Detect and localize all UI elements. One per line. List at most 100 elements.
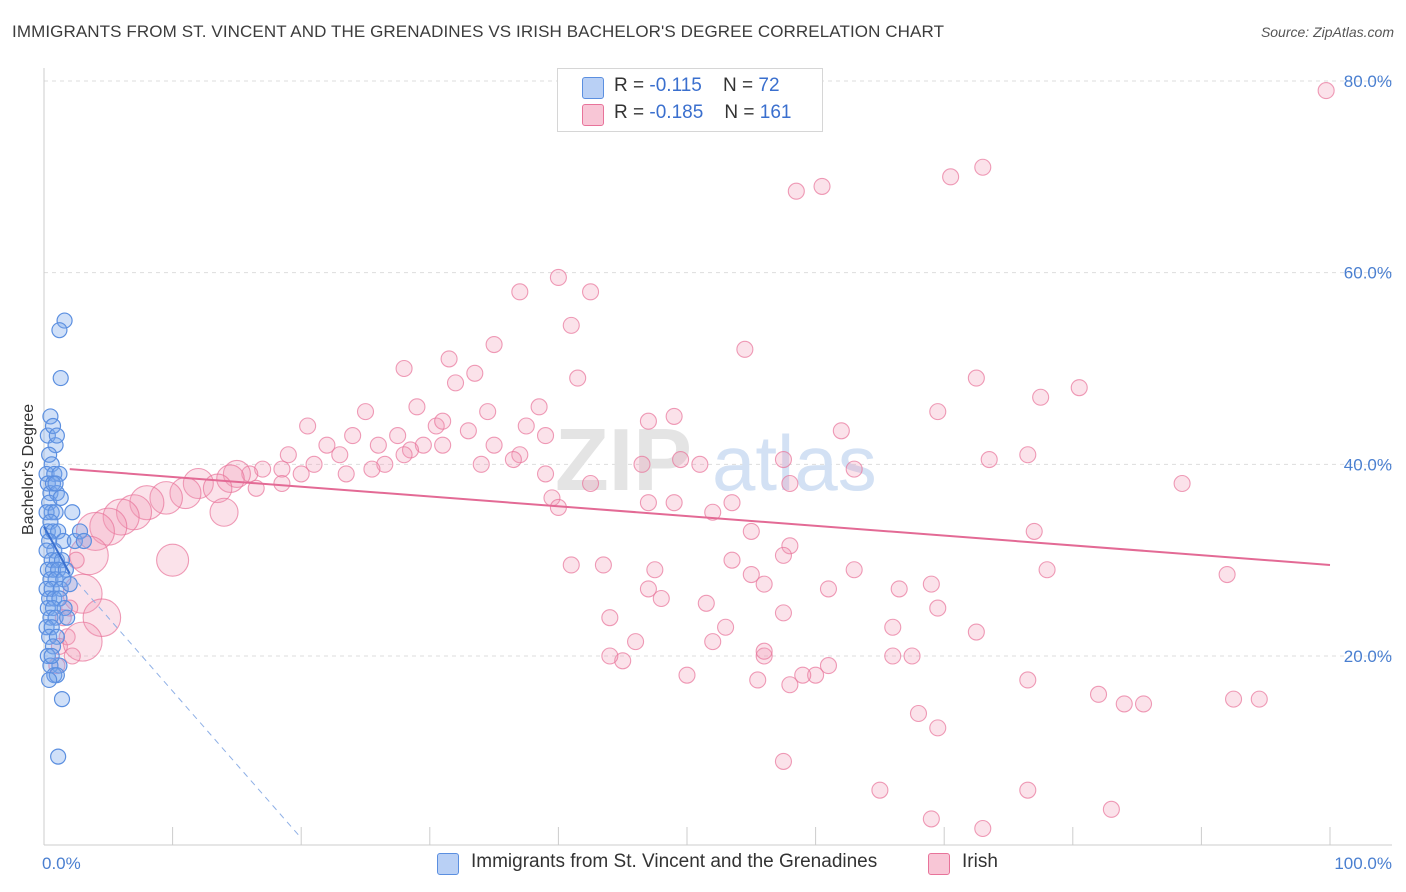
irish-point [337,465,355,483]
irish-point [1038,561,1056,579]
irish-point [369,436,387,454]
irish-point [697,594,715,612]
immigrant-point [38,619,55,636]
irish-point [601,609,619,627]
irish-point [504,450,522,469]
irish-point [1225,690,1243,708]
irish-point [633,455,651,473]
immigrant-point [52,489,69,506]
irish-point [646,561,664,579]
immigrant-point [41,446,58,463]
irish-point [929,599,947,617]
irish-point [536,427,555,445]
irish-point [549,268,567,287]
irish-point [279,446,297,464]
irish-point [594,556,612,574]
irish-point [723,551,741,569]
irish-point [736,340,754,358]
trend-lines [43,468,1331,839]
irish-point [414,436,432,454]
irish-point [485,436,503,454]
source-credit[interactable]: Source: ZipAtlas.com [1260,24,1394,40]
irish-point [318,436,336,454]
grid-lines [44,80,1392,657]
irish-point [459,422,477,440]
y-tick-label: 40.0% [1344,455,1392,474]
immigrant-trend-line [43,526,71,575]
chart-title: IMMIGRANTS FROM ST. VINCENT AND THE GREN… [12,22,945,41]
irish-point [75,511,115,551]
immigrant-point [42,408,59,425]
irish-point [1019,446,1037,464]
irish-point [156,543,190,577]
irish-point [903,647,921,665]
irish-point [1070,379,1088,397]
irish-point [581,474,600,493]
irish-point [774,752,793,770]
irish-point [974,158,992,176]
irish-point [639,412,657,430]
irish-point [639,580,657,598]
irish-point [344,427,362,445]
irish-point [781,474,799,493]
irish-point [967,369,985,387]
irish-point [1019,671,1037,689]
irish-point [511,283,529,301]
irish-point [517,417,535,435]
legend-r-value: -0.115 [649,75,702,96]
irish-point [536,465,555,483]
irish-point [61,599,79,617]
legend-swatch-blue [582,77,604,99]
immigrant-point [44,599,62,617]
irish-point [1250,690,1268,708]
irish-point [479,403,497,421]
legend-n-label: N = [724,102,755,123]
irish-point [672,450,690,469]
axes [43,68,1392,846]
irish-point [1019,781,1037,799]
irish-point [1102,800,1120,818]
irish-point [1134,695,1153,713]
irish-point [292,465,310,483]
immigrant-point [48,667,65,684]
irish-point [819,580,838,598]
irish-point [485,335,503,354]
immigrant-point [53,691,71,708]
irish-point [967,623,985,641]
irish-point [845,460,863,478]
irish-point [781,676,799,694]
irish-point [787,182,805,200]
irish-point [305,455,323,473]
irish-point [922,810,940,828]
x-tick-label: 100.0% [1334,854,1392,873]
irish-point [408,398,426,416]
immigrant-point [59,609,76,626]
irish-point [909,704,928,723]
irish-point [601,647,619,665]
y-tick-label: 20.0% [1344,647,1392,666]
irish-point [742,565,760,584]
irish-point [299,417,317,435]
legend-swatch-pink [582,104,604,126]
tick-labels: 20.0% 40.0% 60.0% 80.0% 0.0% 100.0% [42,72,1392,873]
immigrant-point [47,475,64,492]
irish-point [652,589,670,608]
irish-point [1089,685,1108,703]
irish-point [376,455,394,473]
watermark-zip: ZIP [555,410,692,509]
immigrant-point [51,465,68,483]
irish-point [774,450,793,469]
irish-point [813,177,831,195]
legend-n-label: N = [722,75,754,96]
irish-point [1317,82,1335,100]
irish-point [1025,522,1043,540]
irish-point [807,666,825,684]
immigrant-point [48,427,65,444]
immigrant-point [47,504,64,521]
irish-point [774,604,793,622]
irish-point [1115,695,1133,713]
legend-n-value: 72 [758,75,780,96]
irish-point [871,781,889,799]
immigrant-point [39,647,56,665]
